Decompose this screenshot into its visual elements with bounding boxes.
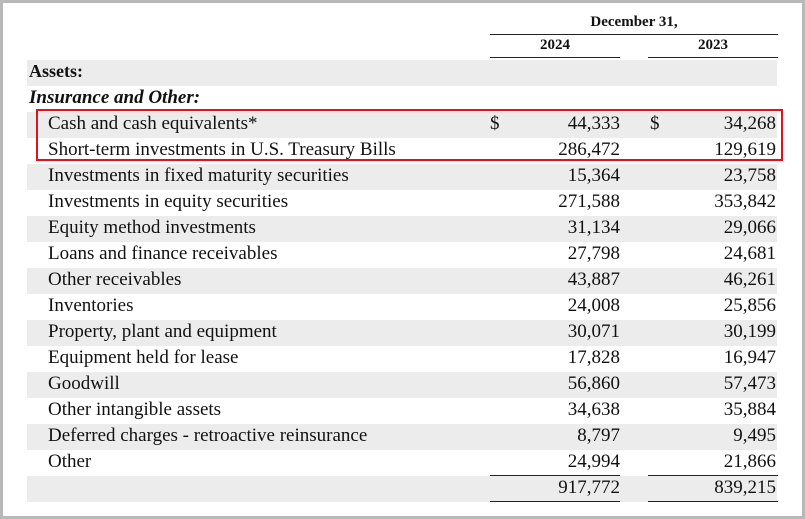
total-row: 917,772 839,215 [27, 476, 777, 502]
table-row: Other intangible assets 34,638 35,884 [27, 398, 777, 424]
value-2023: 24,681 [723, 243, 776, 264]
period-header: December 31, [590, 14, 678, 30]
period-underline [490, 34, 778, 35]
row-label: Investments in equity securities [48, 191, 289, 212]
value-2024: 31,134 [567, 217, 620, 238]
table-row: Inventories 24,008 25,856 [27, 294, 777, 320]
row-label: Deferred charges - retroactive reinsuran… [48, 425, 368, 446]
table-row: Loans and finance receivables 27,798 24,68… [27, 242, 777, 268]
table-row: Equipment held for lease 17,828 16,947 [27, 346, 777, 372]
total-line-2023 [648, 501, 778, 502]
subtotal-line-2024 [490, 475, 620, 476]
total-2024: 917,772 [558, 477, 620, 498]
year-2023-header: 2023 [698, 37, 728, 53]
table-row: Short-term investments in U.S. Treasury … [27, 138, 777, 164]
year-2024-underline [490, 57, 620, 58]
row-label: Loans and finance receivables [48, 243, 278, 264]
table-row: Investments in fixed maturity securities… [27, 164, 777, 190]
value-2024: 17,828 [567, 347, 620, 368]
row-label: Property, plant and equipment [48, 321, 277, 342]
table-row: Other receivables 43,887 46,261 [27, 268, 777, 294]
table-row: Other 24,994 21,866 [27, 450, 777, 476]
value-2024: 8,797 [577, 425, 620, 446]
value-2024: 15,364 [567, 165, 620, 186]
table-row: Cash and cash equivalents* $ $44,333 34,268 [27, 112, 777, 138]
value-2024: 24,994 [567, 451, 620, 472]
table-row: Property, plant and equipment 30,071 30,19… [27, 320, 777, 346]
value-2023: 57,473 [723, 373, 776, 394]
table-row: Equity method investments 31,134 29,066 [27, 216, 777, 242]
assets-heading-row: Assets: [27, 60, 777, 86]
value-2024: 30,071 [567, 321, 620, 342]
value-2024: 56,860 [567, 373, 620, 394]
row-label: Other intangible assets [48, 399, 222, 420]
table-row: Investments in equity securities 271,588 3… [27, 190, 777, 216]
value-2024: 27,798 [567, 243, 620, 264]
value-2024: 271,588 [558, 191, 620, 212]
row-label: Other receivables [48, 269, 182, 290]
value-2024: 43,887 [567, 269, 620, 290]
value-2023: 23,758 [723, 165, 776, 186]
value-2023: 30,199 [723, 321, 776, 342]
year-2023-underline [648, 57, 778, 58]
value-2024: 44,333 [567, 113, 620, 134]
value-2024: 34,638 [567, 399, 620, 420]
row-label: Other [48, 451, 92, 472]
total-line-2024 [490, 501, 620, 502]
value-2023: 21,866 [723, 451, 776, 472]
value-2023: 25,856 [723, 295, 776, 316]
row-label: Inventories [48, 295, 134, 316]
value-2023: 129,619 [714, 139, 776, 160]
row-label: Goodwill [48, 373, 120, 394]
table-row: Goodwill 56,860 57,473 [27, 372, 777, 398]
row-label: Equipment held for lease [48, 347, 239, 368]
insurance-heading-row: Insurance and Other: [27, 86, 777, 112]
value-2024: 24,008 [567, 295, 620, 316]
value-2023: 353,842 [714, 191, 776, 212]
row-label: Cash and cash equivalents* [48, 113, 258, 134]
value-2023: 9,495 [733, 425, 776, 446]
total-2023: 839,215 [714, 477, 776, 498]
insurance-heading: Insurance and Other: [29, 87, 201, 108]
value-2023: 16,947 [723, 347, 776, 368]
row-label: Short-term investments in U.S. Treasury … [48, 139, 396, 160]
row-label: Equity method investments [48, 217, 256, 238]
year-2024-header: 2024 [540, 37, 570, 53]
assets-heading: Assets: [29, 61, 83, 81]
value-2023: 29,066 [723, 217, 776, 238]
subtotal-line-2023 [648, 475, 778, 476]
value-2023: 35,884 [723, 399, 776, 420]
dollar-sign-2024: $ [490, 113, 500, 134]
dollar-sign-2023: $ [650, 113, 660, 134]
value-2023: 46,261 [723, 269, 776, 290]
value-2024: 286,472 [558, 139, 620, 160]
row-label: Investments in fixed maturity securities [48, 165, 349, 186]
table-row: Deferred charges - retroactive reinsuran… [27, 424, 777, 450]
value-2023: 34,268 [723, 113, 776, 134]
